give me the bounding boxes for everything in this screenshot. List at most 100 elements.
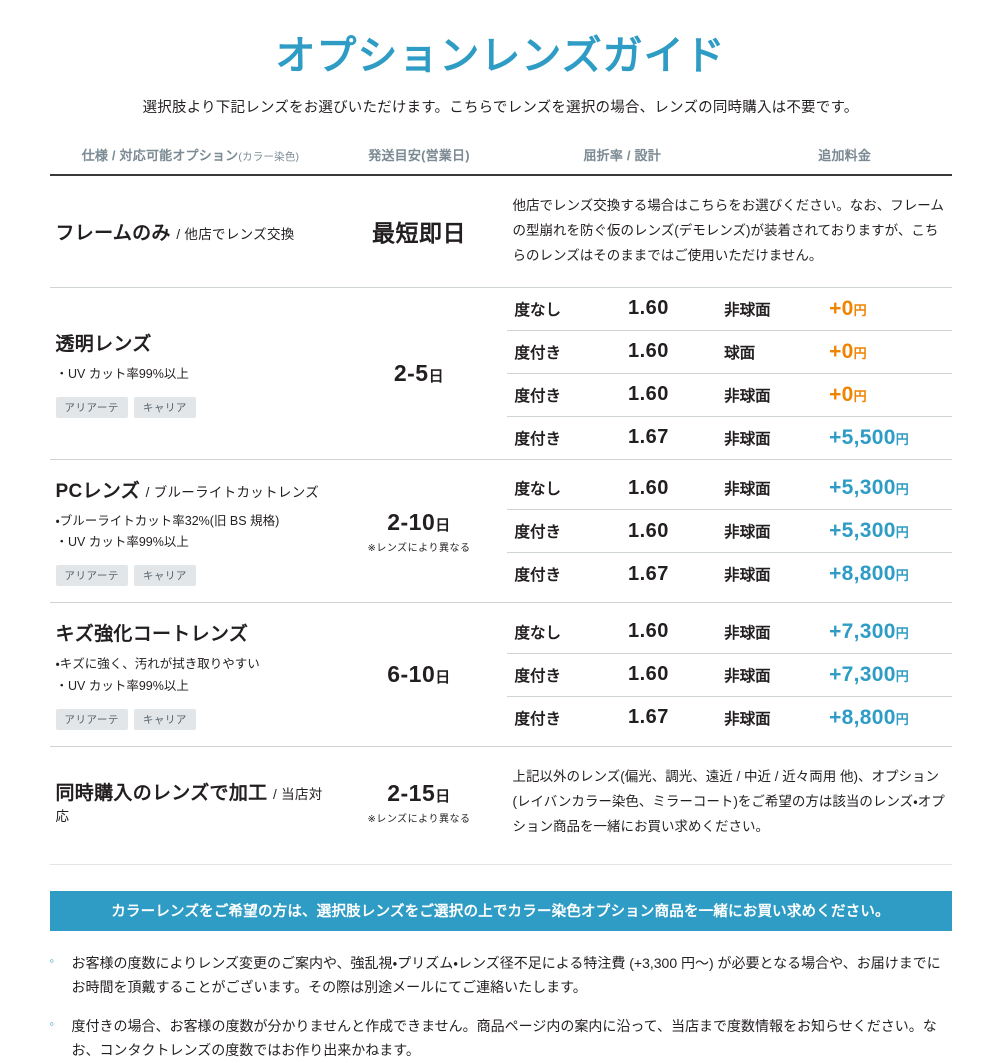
spec-design: 非球面 bbox=[724, 301, 771, 319]
row-shipping-cell: 6-10日 bbox=[331, 602, 507, 747]
row-title-sub: / 他店でレンズ交換 bbox=[176, 226, 295, 242]
spec-degree: 度付き bbox=[506, 372, 628, 417]
spec-design: 非球面 bbox=[724, 624, 771, 642]
row-spec-cell: 同時購入のレンズで加工 / 当店対応 bbox=[49, 745, 332, 858]
spec-price: +8,800円 bbox=[829, 695, 952, 739]
spec-design: 球面 bbox=[724, 329, 830, 374]
spec-price-value: +8,800 bbox=[829, 562, 896, 586]
table-row: 同時購入のレンズで加工 / 当店対応 2-15日 ※レンズにより異なる 上記以外… bbox=[49, 745, 952, 858]
row-shipping-value: 2-5 bbox=[393, 359, 429, 386]
row-bullets: ブルーライトカット率32%(旧 BS 規格) UV カット率99%以上 bbox=[56, 511, 332, 554]
note-item: ◦ お客様の度数によりレンズ変更のご案内や、強乱視・プリズム・レンズ径不足による… bbox=[50, 951, 952, 1000]
row-shipping-value: 2-15 bbox=[387, 779, 436, 806]
spec-price-unit: 円 bbox=[895, 668, 909, 684]
spec-index: 1.67 bbox=[628, 695, 725, 739]
row-shipping-cell: 2-5日 bbox=[331, 286, 507, 460]
spec-index: 1.60 bbox=[628, 509, 725, 553]
table-row: 透明レンズ UV カット率99%以上 アリアーテ キャリア 2-5日 度なし 1… bbox=[49, 286, 952, 460]
spec-price-unit: 円 bbox=[895, 711, 909, 727]
spec-index: 1.60 bbox=[628, 620, 669, 643]
spec-row: 度付き 1.60 非球面 +7,300円 bbox=[506, 652, 952, 697]
spec-price-value: +5,500 bbox=[829, 425, 896, 449]
row-spec-cell: キズ強化コートレンズ キズに強く、汚れが拭き取りやすい UV カット率99%以上… bbox=[49, 602, 332, 747]
row-shipping-unit: 日 bbox=[435, 787, 451, 805]
spec-price-unit: 円 bbox=[853, 302, 867, 318]
row-title-main: 透明レンズ bbox=[55, 333, 152, 355]
spec-index: 1.60 bbox=[628, 297, 669, 320]
spec-index: 1.60 bbox=[628, 476, 669, 499]
note-text: 度付きの場合、お客様の度数が分かりませんと作成できません。商品ページ内の案内に沿… bbox=[71, 1017, 937, 1059]
spec-price-unit: 円 bbox=[895, 431, 909, 447]
spec-price-unit: 円 bbox=[895, 625, 909, 641]
spec-price: +7,300円 bbox=[829, 611, 951, 654]
spec-price: +7,300円 bbox=[829, 652, 952, 697]
spec-index: 1.60 bbox=[628, 372, 725, 417]
table-row: フレームのみ / 他店でレンズ交換 最短即日 他店でレンズ交換する場合はこちらを… bbox=[49, 173, 952, 288]
table-row: キズ強化コートレンズ キズに強く、汚れが拭き取りやすい UV カット率99%以上… bbox=[49, 602, 952, 747]
header-col-index-design-label: 屈折率 / 設計 bbox=[583, 148, 661, 163]
page-title: オプションレンズガイド bbox=[275, 34, 726, 78]
row-spec-cell: 透明レンズ UV カット率99%以上 アリアーテ キャリア bbox=[49, 286, 332, 460]
table-bottom-divider bbox=[49, 863, 952, 865]
spec-price: +5,300円 bbox=[829, 467, 951, 510]
spec-row: 度なし 1.60 非球面 +5,300円 bbox=[507, 467, 952, 510]
row-bullet: UV カット率99%以上 bbox=[56, 532, 332, 553]
spec-price: +0円 bbox=[829, 288, 951, 331]
spec-design: 非球面 bbox=[724, 695, 830, 739]
spec-index: 1.67 bbox=[628, 552, 725, 596]
header-col-shipping: 発送目安(営業日) bbox=[368, 148, 470, 163]
circle-bullet-icon: ◦ bbox=[49, 952, 55, 968]
tag-carrier: キャリア bbox=[133, 565, 196, 587]
row-bullet: UV カット率99%以上 bbox=[56, 364, 332, 385]
spec-row: 度付き 1.67 非球面 +5,500円 bbox=[506, 415, 952, 459]
spec-design: 非球面 bbox=[724, 415, 830, 459]
spec-design: 非球面 bbox=[724, 509, 830, 553]
row-title-main: PCレンズ bbox=[55, 480, 141, 502]
spec-price-unit: 円 bbox=[895, 568, 909, 584]
row-specs-cell: 度なし 1.60 非球面 +5,300円 度付き 1.60 非球面 +5,300… bbox=[506, 458, 952, 603]
spec-row: 度付き 1.60 非球面 +0円 bbox=[506, 372, 952, 417]
spec-price-value: +5,300 bbox=[829, 476, 896, 500]
row-shipping-value: 6-10 bbox=[387, 661, 436, 688]
spec-degree: 度付き bbox=[506, 415, 628, 459]
tag-ariate: アリアーテ bbox=[55, 565, 128, 587]
notes-list: ◦ お客様の度数によりレンズ変更のご案内や、強乱視・プリズム・レンズ径不足による… bbox=[50, 951, 952, 1063]
tag-ariate: アリアーテ bbox=[55, 397, 128, 419]
spec-row: 度付き 1.67 非球面 +8,800円 bbox=[506, 552, 952, 596]
row-title: フレームのみ / 他店でレンズ交換 bbox=[56, 218, 332, 245]
row-shipping-note: ※レンズにより異なる bbox=[367, 813, 471, 825]
spec-degree: 度付き bbox=[506, 552, 628, 596]
spec-index: 1.60 bbox=[628, 652, 725, 697]
spec-design: 非球面 bbox=[724, 481, 771, 499]
spec-row: 度付き 1.60 非球面 +5,300円 bbox=[506, 509, 952, 553]
spec-design: 非球面 bbox=[724, 652, 830, 697]
spec-price-value: +5,300 bbox=[829, 519, 896, 543]
spec-row: 度なし 1.60 非球面 +0円 bbox=[507, 288, 952, 331]
spec-price-unit: 円 bbox=[853, 388, 867, 404]
note-text: お客様の度数によりレンズ変更のご案内や、強乱視・プリズム・レンズ径不足による特注… bbox=[71, 954, 941, 996]
spec-price-unit: 円 bbox=[895, 482, 909, 498]
row-bullet: UV カット率99%以上 bbox=[56, 676, 332, 697]
spec-index: 1.67 bbox=[628, 415, 725, 459]
header-col-price-label: 追加料金 bbox=[818, 148, 872, 163]
row-shipping-note: ※レンズにより異なる bbox=[367, 542, 471, 554]
tag-carrier: キャリア bbox=[133, 397, 196, 419]
spec-table: 度なし 1.60 非球面 +7,300円 度付き 1.60 非球面 +7,300… bbox=[506, 611, 952, 739]
row-tags: アリアーテ キャリア bbox=[55, 397, 332, 419]
spec-price-unit: 円 bbox=[853, 345, 867, 361]
row-title: 同時購入のレンズで加工 / 当店対応 bbox=[56, 778, 332, 827]
row-specs-cell: 度なし 1.60 非球面 +7,300円 度付き 1.60 非球面 +7,300… bbox=[506, 602, 952, 747]
spec-price-value: +0 bbox=[829, 382, 854, 406]
tag-ariate: アリアーテ bbox=[55, 708, 128, 730]
spec-degree: 度なし bbox=[514, 301, 562, 319]
spec-design: 非球面 bbox=[724, 552, 830, 596]
spec-row: 度なし 1.60 非球面 +7,300円 bbox=[507, 611, 952, 654]
spec-price-value: +7,300 bbox=[829, 619, 896, 643]
spec-price: +8,800円 bbox=[829, 552, 952, 596]
row-shipping-value: 2-10 bbox=[387, 508, 436, 535]
color-lens-banner: カラーレンズをご希望の方は、選択肢レンズをご選択の上でカラー染色オプション商品を… bbox=[49, 890, 952, 931]
row-bullet: キズに強く、汚れが拭き取りやすい bbox=[56, 654, 332, 675]
spec-degree: 度付き bbox=[506, 695, 628, 739]
row-title-sub: / 当店対応 bbox=[55, 786, 323, 824]
row-title-sub: / ブルーライトカットレンズ bbox=[145, 484, 320, 500]
